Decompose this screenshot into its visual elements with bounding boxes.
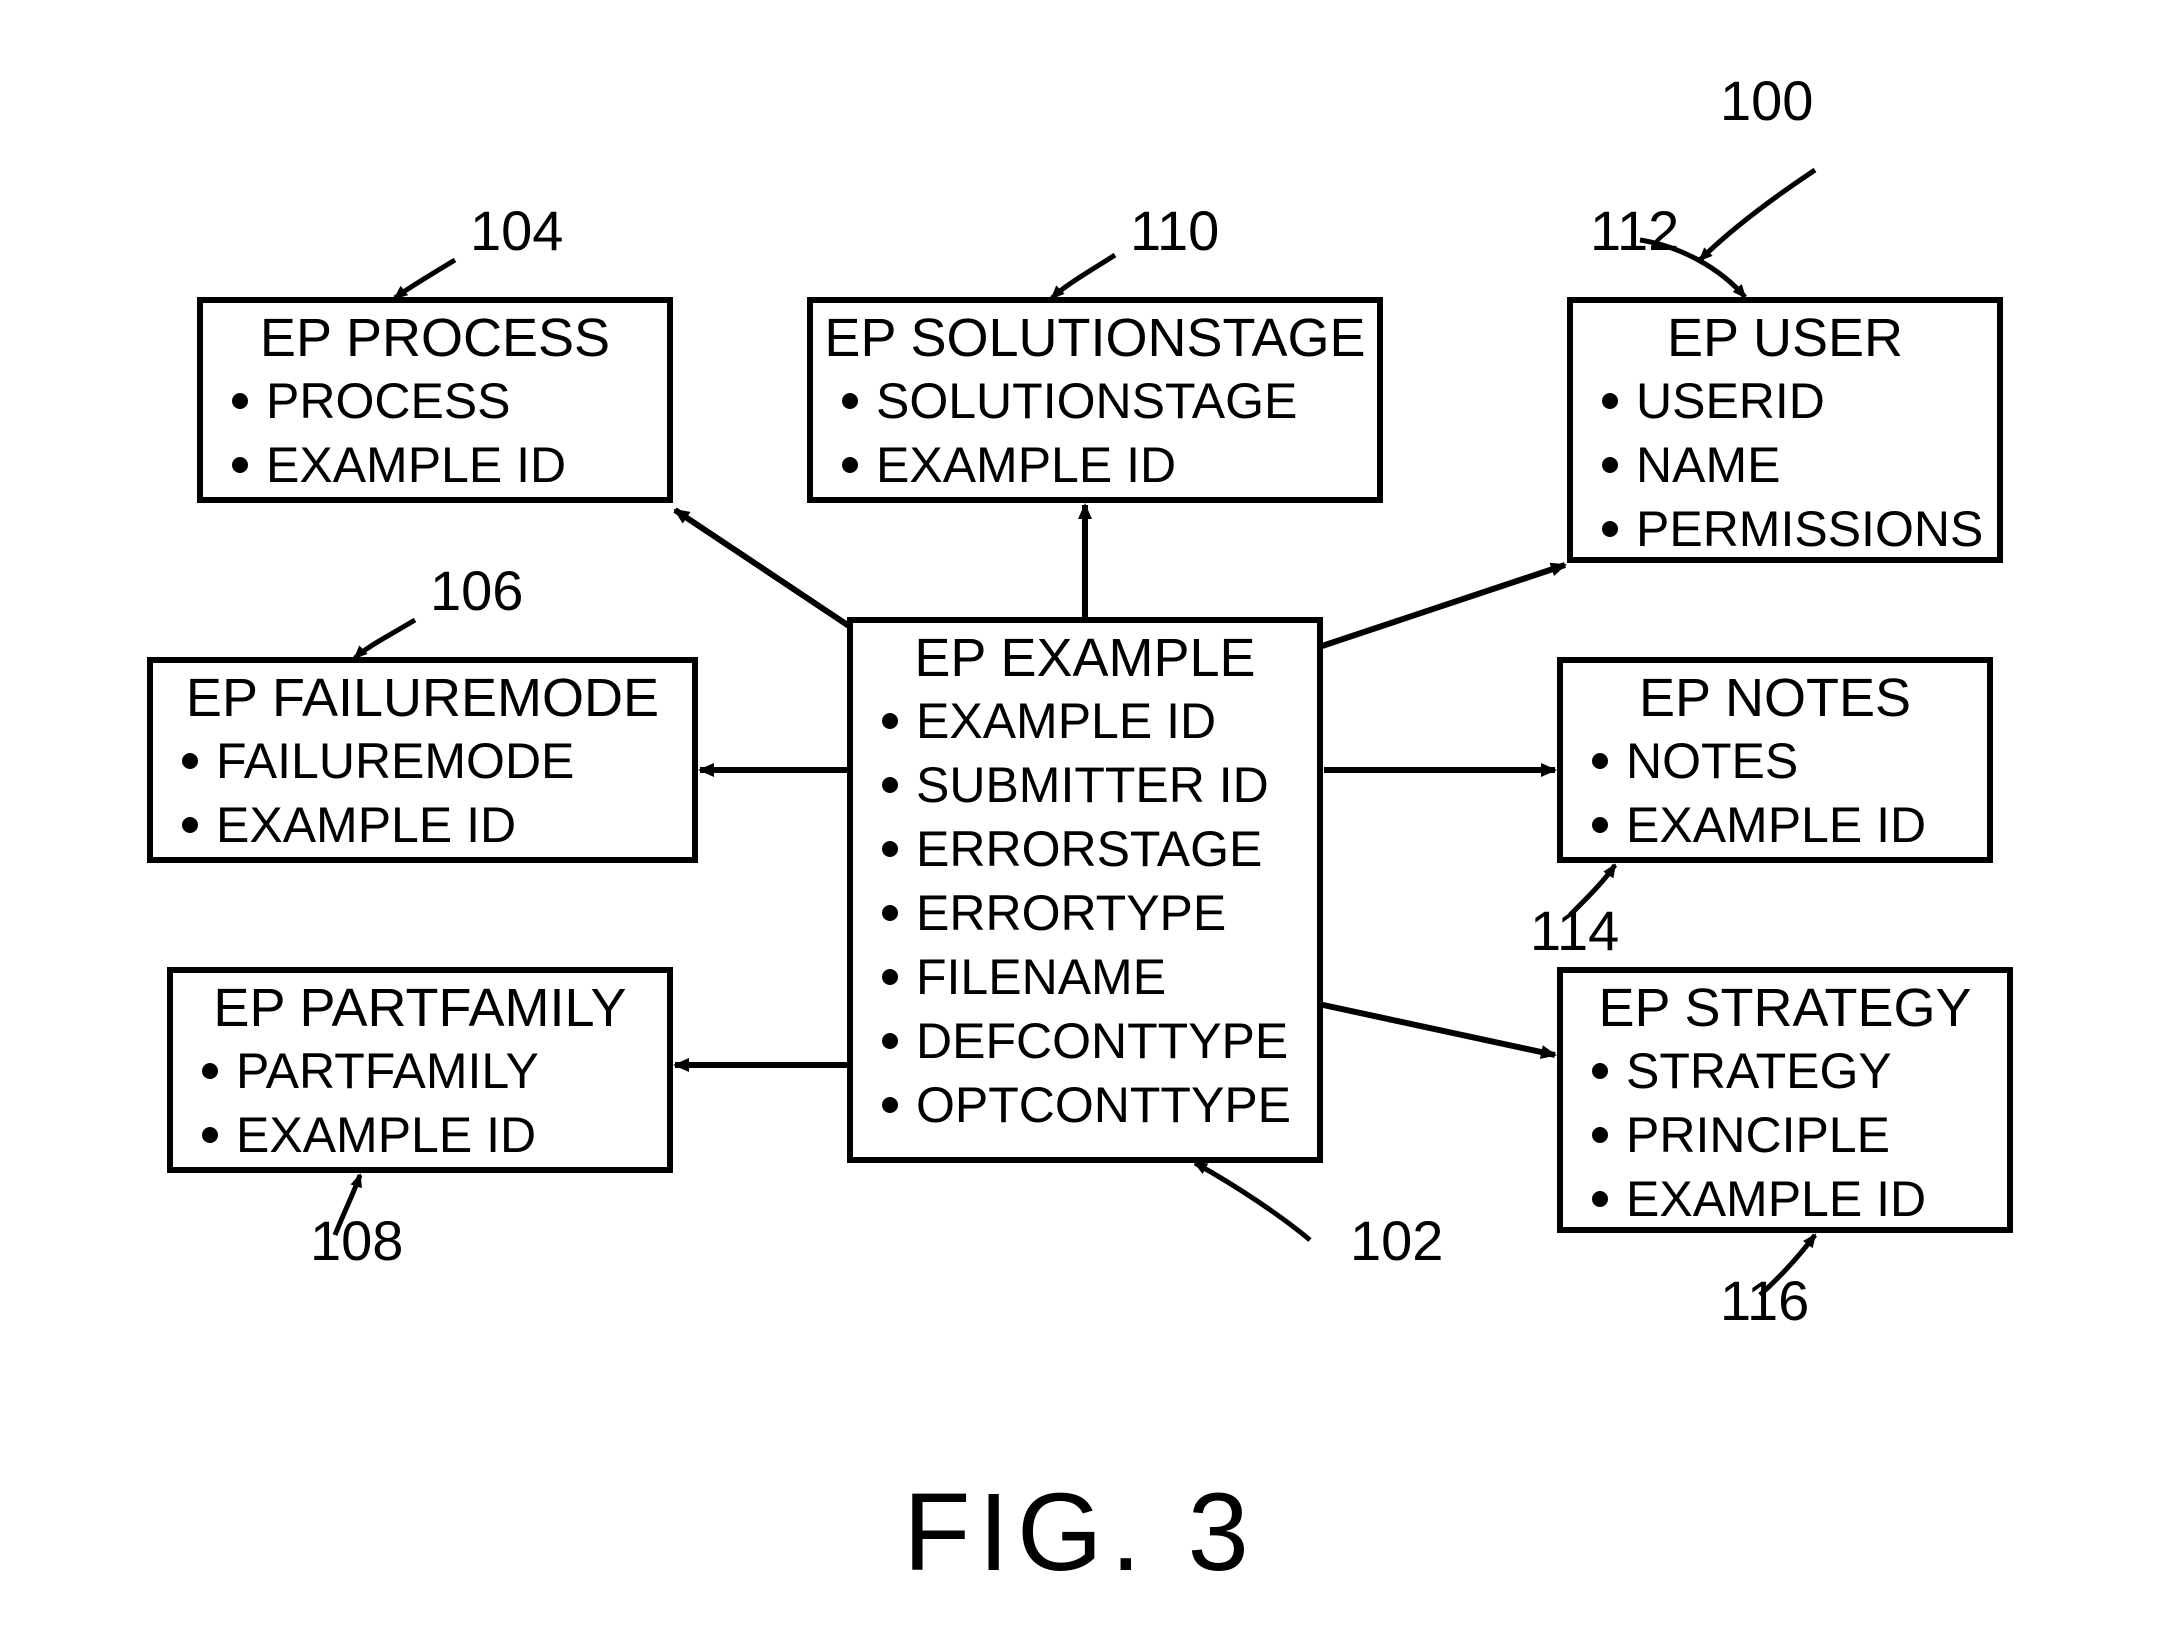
node-title: EP PARTFAMILY bbox=[213, 978, 626, 1038]
bullet-icon bbox=[1592, 1127, 1608, 1143]
node-field: FILENAME bbox=[916, 949, 1166, 1005]
node-field: EXAMPLE ID bbox=[236, 1107, 536, 1163]
node-field: PERMISSIONS bbox=[1636, 501, 1983, 557]
bullet-icon bbox=[842, 457, 858, 473]
ref-leader bbox=[1052, 255, 1115, 298]
bullet-icon bbox=[182, 817, 198, 833]
bullet-icon bbox=[202, 1063, 218, 1079]
node-ep_failuremode: EP FAILUREMODEFAILUREMODE EXAMPLE ID bbox=[150, 660, 695, 860]
bullet-icon bbox=[882, 1033, 898, 1049]
node-field: OPTCONTTYPE bbox=[916, 1077, 1291, 1133]
figure-label: FIG. 3 bbox=[903, 1471, 1257, 1594]
ref-number: 110 bbox=[1130, 199, 1219, 262]
node-field: EXAMPLE ID bbox=[266, 437, 566, 493]
node-field: NOTES bbox=[1626, 733, 1798, 789]
bullet-icon bbox=[1592, 1063, 1608, 1079]
node-field: STRATEGY bbox=[1626, 1043, 1892, 1099]
node-field: EXAMPLE ID bbox=[216, 797, 516, 853]
bullet-icon bbox=[1602, 457, 1618, 473]
bullet-icon bbox=[842, 393, 858, 409]
node-ep_example: EP EXAMPLEEXAMPLE ID SUBMITTER ID ERRORSTA… bbox=[850, 620, 1320, 1160]
node-field: EXAMPLE ID bbox=[876, 437, 1176, 493]
node-field: PRINCIPLE bbox=[1626, 1107, 1890, 1163]
node-field: USERID bbox=[1636, 373, 1825, 429]
bullet-icon bbox=[1602, 393, 1618, 409]
node-field: FAILUREMODE bbox=[216, 733, 574, 789]
edge-ep_example-ep_strategy bbox=[1300, 1000, 1555, 1055]
node-field: SOLUTIONSTAGE bbox=[876, 373, 1297, 429]
node-ep_solutionstage: EP SOLUTIONSTAGESOLUTIONSTAGE EXAMPLE ID bbox=[810, 300, 1380, 500]
ref-number: 104 bbox=[470, 199, 563, 262]
node-field: EXAMPLE ID bbox=[1626, 797, 1926, 853]
node-field: EXAMPLE ID bbox=[1626, 1171, 1926, 1227]
node-field: NAME bbox=[1636, 437, 1780, 493]
bullet-icon bbox=[1592, 1191, 1608, 1207]
node-field: DEFCONTTYPE bbox=[916, 1013, 1288, 1069]
bullet-icon bbox=[232, 457, 248, 473]
node-title: EP FAILUREMODE bbox=[186, 668, 659, 728]
node-ep_user: EP USERUSERID NAME PERMISSIONS bbox=[1570, 300, 2000, 560]
ref-number: 102 bbox=[1350, 1209, 1443, 1272]
node-field: EXAMPLE ID bbox=[916, 693, 1216, 749]
node-title: EP USER bbox=[1667, 308, 1903, 368]
bullet-icon bbox=[232, 393, 248, 409]
node-field: SUBMITTER ID bbox=[916, 757, 1269, 813]
bullet-icon bbox=[202, 1127, 218, 1143]
bullet-icon bbox=[182, 753, 198, 769]
ref-leader bbox=[355, 620, 415, 658]
node-field: ERRORTYPE bbox=[916, 885, 1226, 941]
node-title: EP EXAMPLE bbox=[914, 628, 1255, 688]
ref-number: 116 bbox=[1720, 1269, 1809, 1332]
node-ep_partfamily: EP PARTFAMILYPARTFAMILY EXAMPLE ID bbox=[170, 970, 670, 1170]
node-title: EP SOLUTIONSTAGE bbox=[824, 308, 1365, 368]
bullet-icon bbox=[882, 841, 898, 857]
bullet-icon bbox=[882, 905, 898, 921]
ref-number: 108 bbox=[310, 1209, 403, 1272]
node-title: EP STRATEGY bbox=[1598, 978, 1971, 1038]
node-ep_strategy: EP STRATEGYSTRATEGY PRINCIPLE EXAMPLE ID bbox=[1560, 970, 2010, 1230]
overall-ref-number: 100 bbox=[1720, 69, 1813, 132]
bullet-icon bbox=[882, 969, 898, 985]
bullet-icon bbox=[1592, 753, 1608, 769]
ref-leader bbox=[395, 260, 455, 298]
node-title: EP NOTES bbox=[1639, 668, 1911, 728]
bullet-icon bbox=[1602, 521, 1618, 537]
bullet-icon bbox=[882, 713, 898, 729]
node-field: ERRORSTAGE bbox=[916, 821, 1262, 877]
bullet-icon bbox=[882, 777, 898, 793]
overall-ref-leader bbox=[1700, 170, 1815, 260]
ref-number: 106 bbox=[430, 559, 523, 622]
ref-leader bbox=[1195, 1163, 1310, 1240]
ref-number: 112 bbox=[1590, 199, 1679, 262]
bullet-icon bbox=[882, 1097, 898, 1113]
node-field: PROCESS bbox=[266, 373, 511, 429]
diagram-canvas: EP EXAMPLEEXAMPLE IDSUBMITTER IDERRORSTA… bbox=[0, 0, 2159, 1648]
node-field: PARTFAMILY bbox=[236, 1043, 539, 1099]
node-ep_process: EP PROCESSPROCESS EXAMPLE ID bbox=[200, 300, 670, 500]
node-title: EP PROCESS bbox=[260, 308, 610, 368]
node-ep_notes: EP NOTESNOTES EXAMPLE ID bbox=[1560, 660, 1990, 860]
bullet-icon bbox=[1592, 817, 1608, 833]
